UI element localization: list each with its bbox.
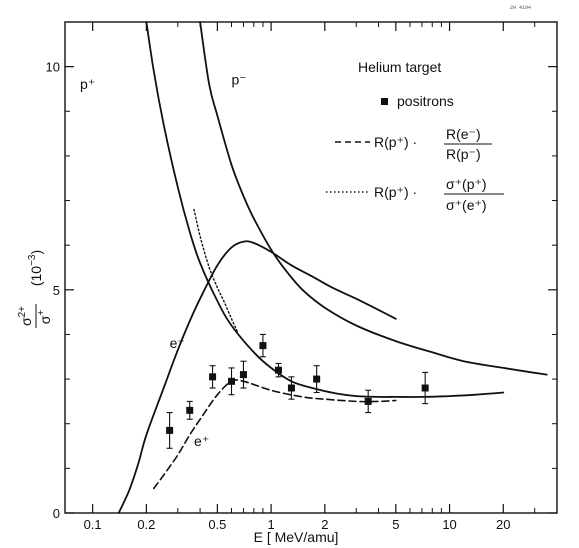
positron-point bbox=[228, 377, 236, 385]
legend-title: Helium target bbox=[358, 59, 441, 75]
legend-dotted-den: σ⁺(e⁺) bbox=[446, 197, 487, 213]
curve-label: p⁻ bbox=[232, 71, 247, 87]
series-line-2 bbox=[117, 240, 397, 514]
series-line-0 bbox=[145, 21, 505, 398]
legend: Helium target positrons R(p⁺) · R(e⁻) R(… bbox=[326, 59, 504, 213]
positron-point bbox=[166, 426, 174, 434]
x-tick-label: 10 bbox=[442, 517, 456, 532]
positron-point bbox=[259, 342, 267, 350]
y-tick-label: 0 bbox=[53, 506, 60, 521]
positron-point bbox=[239, 371, 247, 379]
curve-labels: p⁺ p⁻ e⁻ e⁺ bbox=[80, 71, 247, 449]
curve-label: p⁺ bbox=[80, 76, 95, 92]
curve-label: e⁻ bbox=[170, 335, 185, 351]
legend-dashed-den: R(p⁻) bbox=[446, 146, 481, 162]
axes: 0.1 0.2 0.5 1 2 5 10 20 0 5 10 bbox=[46, 21, 558, 532]
positron-point bbox=[313, 375, 321, 383]
y-label-unit: (10−3) bbox=[27, 250, 44, 286]
x-tick-label: 1 bbox=[267, 517, 274, 532]
positron-point bbox=[274, 366, 282, 374]
curve-label: e⁺ bbox=[194, 433, 209, 449]
legend-dotted-num: σ⁺(p⁺) bbox=[446, 176, 487, 192]
y-label-denominator: σ+ bbox=[36, 310, 53, 325]
legend-dotted-prefix: R(p⁺) · bbox=[374, 184, 417, 200]
y-label-numerator: σ2+ bbox=[17, 306, 34, 326]
x-tick-label: 2 bbox=[321, 517, 328, 532]
positron-point bbox=[364, 397, 372, 405]
positron-points bbox=[166, 333, 429, 449]
legend-dashed-prefix: R(p⁺) · bbox=[374, 134, 417, 150]
x-axis-label: E [ MeV/amu] bbox=[254, 529, 339, 545]
legend-dashed-num: R(e⁻) bbox=[446, 126, 481, 142]
positron-point bbox=[421, 384, 429, 392]
x-tick-label: 20 bbox=[496, 517, 510, 532]
plot-frame bbox=[64, 21, 558, 514]
y-tick-label: 5 bbox=[53, 283, 60, 298]
x-tick-label: 0.2 bbox=[137, 517, 155, 532]
legend-marker-positrons bbox=[381, 98, 388, 105]
series-line-3 bbox=[153, 379, 397, 490]
legend-positrons: positrons bbox=[397, 93, 454, 109]
curves bbox=[117, 21, 548, 514]
x-tick-label: 0.1 bbox=[84, 517, 102, 532]
x-tick-label: 0.5 bbox=[208, 517, 226, 532]
series-line-1 bbox=[199, 21, 548, 376]
x-tick-label: 5 bbox=[392, 517, 399, 532]
positron-point bbox=[186, 406, 194, 414]
positron-point bbox=[209, 373, 217, 381]
y-axis-label: σ2+ σ+ (10−3) bbox=[17, 250, 53, 328]
series-line-4 bbox=[193, 208, 239, 333]
y-tick-label: 10 bbox=[46, 60, 60, 75]
positron-point bbox=[287, 384, 295, 392]
figure-stamp: 2H 4194 bbox=[510, 5, 531, 11]
